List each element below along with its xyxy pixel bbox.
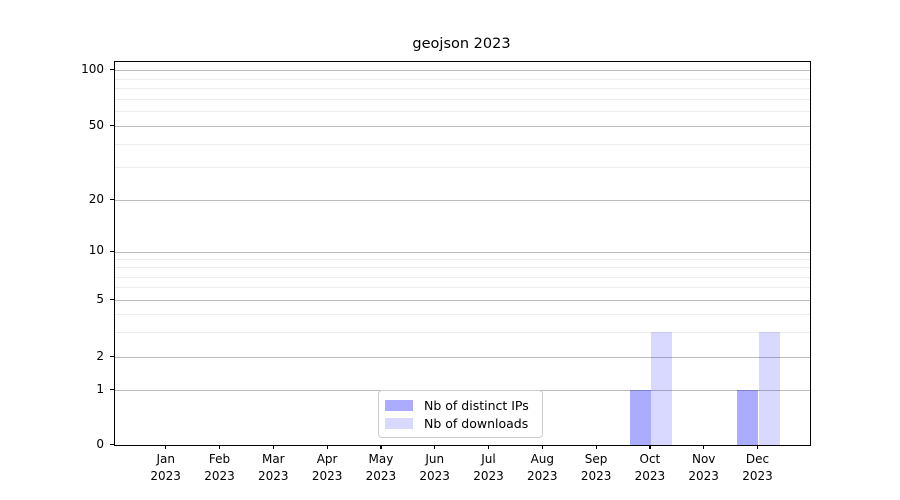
bar-distinct-ips (629, 390, 651, 445)
x-axis-tick (488, 445, 490, 449)
y-axis-tick (110, 250, 114, 252)
legend-item-downloads: Nb of downloads (385, 415, 534, 432)
y-tick-label: 10 (88, 243, 104, 258)
y-tick-label: 5 (96, 291, 104, 306)
gridline-major (115, 70, 810, 71)
y-axis-tick (110, 389, 114, 391)
gridline-minor (115, 287, 810, 289)
x-tick-label: Jul 2023 (473, 452, 504, 483)
plot-area (114, 61, 811, 446)
x-axis-tick (434, 445, 436, 449)
y-axis-tick (110, 299, 114, 301)
legend-item-distinct-ips: Nb of distinct IPs (385, 397, 534, 414)
gridline-minor (115, 276, 810, 278)
bar-downloads (758, 331, 780, 445)
gridline-minor (115, 331, 810, 333)
x-axis-tick (326, 445, 328, 449)
gridline-minor (115, 78, 810, 80)
y-axis-tick (110, 444, 114, 446)
y-axis-tick (110, 356, 114, 358)
x-axis-tick (165, 445, 167, 449)
x-axis-tick (219, 445, 221, 449)
bar-distinct-ips (737, 390, 759, 445)
legend-swatch-downloads (385, 418, 413, 429)
x-tick-label: Mar 2023 (258, 452, 289, 483)
x-tick-label: Apr 2023 (311, 452, 343, 483)
x-tick-label: Dec 2023 (742, 452, 773, 483)
y-tick-label: 20 (88, 191, 104, 206)
gridline-minor (115, 111, 810, 113)
y-axis-tick (110, 69, 114, 71)
x-axis-tick (541, 445, 543, 449)
legend-swatch-distinct-ips (385, 400, 413, 411)
gridline-major (115, 251, 810, 253)
legend-label-distinct-ips: Nb of distinct IPs (424, 398, 529, 413)
gridline-major (115, 126, 810, 127)
x-tick-label: Oct 2023 (634, 452, 666, 483)
gridline-minor (115, 98, 810, 100)
gridline-minor (115, 313, 810, 315)
gridline-minor (115, 144, 810, 146)
legend-label-downloads: Nb of downloads (424, 416, 529, 431)
y-tick-label: 0 (96, 436, 104, 451)
y-tick-label: 50 (88, 117, 104, 132)
bar-downloads (650, 331, 673, 445)
gridline-major (115, 357, 810, 358)
gridline-major (115, 300, 810, 301)
x-tick-label: Feb 2023 (204, 452, 235, 483)
y-axis-tick (110, 125, 114, 127)
legend: Nb of distinct IPs Nb of downloads (378, 390, 543, 438)
x-axis-tick (757, 445, 759, 449)
x-axis-tick (380, 445, 382, 449)
x-tick-label: Aug 2023 (527, 452, 558, 483)
x-tick-label: May 2023 (365, 452, 397, 483)
x-tick-label: Nov 2023 (688, 452, 719, 483)
gridline-minor (115, 167, 810, 169)
x-tick-label: Sep 2023 (580, 452, 612, 483)
x-axis-tick (703, 445, 705, 449)
x-axis-tick (595, 445, 597, 449)
y-axis-tick (110, 199, 114, 201)
y-tick-label: 1 (96, 381, 104, 396)
gridline-minor (115, 259, 810, 261)
gridline-minor (115, 267, 810, 269)
x-axis-tick (272, 445, 274, 449)
gridline-major (115, 200, 810, 201)
chart-title: geojson 2023 (412, 36, 511, 52)
x-tick-label: Jun 2023 (419, 452, 450, 483)
x-tick-label: Jan 2023 (150, 452, 181, 483)
gridline-minor (115, 88, 810, 90)
x-axis-tick (649, 445, 651, 449)
y-tick-label: 2 (96, 348, 104, 363)
y-tick-label: 100 (81, 61, 104, 76)
